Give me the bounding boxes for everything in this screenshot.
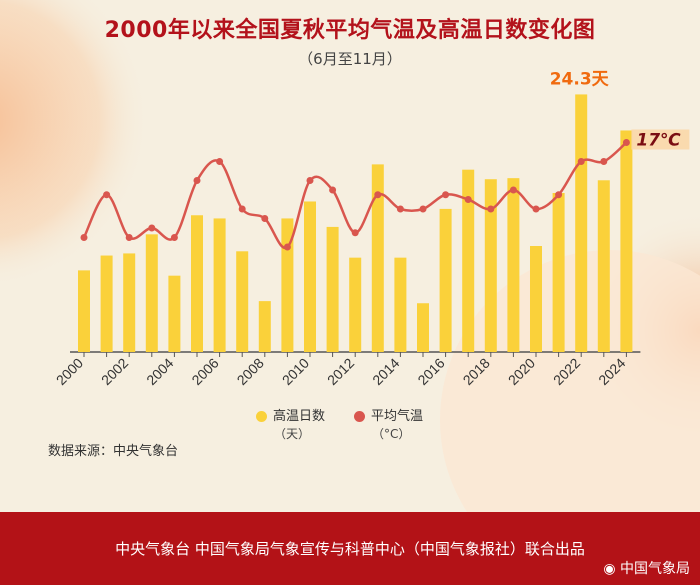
bar-2002 <box>123 253 136 352</box>
watermark: ◉ 中国气象局 <box>603 561 690 577</box>
annotation-temp-highlight <box>631 129 690 150</box>
legend-unit-days: （天） <box>274 427 311 441</box>
bar-2022 <box>575 94 588 353</box>
temp-point-2023 <box>600 158 608 165</box>
temp-point-2013 <box>374 191 382 199</box>
bar-2004 <box>168 275 181 352</box>
legend-unit-temp: （°C） <box>372 427 411 441</box>
temp-point-2009 <box>283 243 291 251</box>
legend-label-days: 高温日数 <box>273 409 326 424</box>
bar-2019 <box>507 178 520 352</box>
temp-point-2005 <box>193 177 201 184</box>
bar-2001 <box>100 255 113 352</box>
temp-point-2006 <box>216 158 224 165</box>
bar-2020 <box>530 246 542 352</box>
chart-subtitle: （6月至11月） <box>298 50 402 68</box>
bar-2013 <box>371 164 384 352</box>
temp-point-2000 <box>80 234 88 241</box>
bar-2010 <box>304 201 316 352</box>
temp-point-2007 <box>238 205 246 213</box>
footer-bar <box>0 512 700 585</box>
chart-title: 2000年以来全国夏秋平均气温及高温日数变化图 <box>104 18 596 43</box>
bar-2003 <box>145 234 158 352</box>
temp-point-2003 <box>148 224 156 232</box>
temp-point-2008 <box>261 215 269 222</box>
temp-point-2012 <box>351 229 359 237</box>
temp-point-2021 <box>555 191 563 199</box>
footer-credits: 中央气象台 中国气象局气象宣传与科普中心（中国气象报社）联合出品 <box>115 540 585 558</box>
bar-2024 <box>620 130 633 352</box>
bar-2012 <box>349 257 362 352</box>
legend-label-temp: 平均气温 <box>371 409 424 424</box>
bar-2000 <box>78 270 90 352</box>
legend-marker-days <box>256 411 267 422</box>
temp-point-2014 <box>396 205 404 213</box>
temp-point-2022 <box>577 158 585 165</box>
temp-point-2016 <box>442 191 450 199</box>
annotation-latest-temp: 17℃ <box>636 131 681 151</box>
temp-point-2017 <box>464 196 472 203</box>
temp-point-2001 <box>103 191 111 199</box>
annotation-max-days: 24.3天 <box>550 69 610 89</box>
temp-point-2010 <box>306 177 314 184</box>
temp-point-2002 <box>125 234 133 241</box>
bar-2023 <box>597 180 610 352</box>
data-source: 数据来源：中央气象台 <box>48 444 179 459</box>
bar-2007 <box>236 251 249 352</box>
temp-point-2020 <box>532 205 540 213</box>
temp-point-2011 <box>329 186 337 194</box>
watermark-text: 中国气象局 <box>620 561 690 577</box>
bg-glow-left <box>0 0 150 289</box>
legend-item-days: 高温日数 （天） <box>256 405 326 441</box>
bar-2016 <box>439 208 452 352</box>
temp-point-2004 <box>170 234 178 241</box>
bar-2017 <box>462 169 475 352</box>
legend-item-temp: 平均气温 （°C） <box>354 405 424 441</box>
legend-marker-temp <box>354 411 365 422</box>
plot-area: 2000 2002 2004 2006 2008 2010 2012 2014 2016 2018… <box>53 69 690 388</box>
temp-point-2019 <box>509 186 517 194</box>
bar-2018 <box>484 179 497 352</box>
bar-2005 <box>191 215 203 352</box>
bar-2021 <box>552 193 565 352</box>
temp-point-2024 <box>622 139 630 146</box>
bar-2006 <box>213 218 226 352</box>
bar-2015 <box>417 303 429 352</box>
bar-2014 <box>394 257 407 352</box>
temp-point-2015 <box>419 205 427 213</box>
bar-2009 <box>281 218 294 352</box>
bar-2011 <box>326 226 339 352</box>
bg-disc-right <box>440 250 700 585</box>
bar-2008 <box>258 301 271 352</box>
temp-point-2018 <box>487 205 495 213</box>
